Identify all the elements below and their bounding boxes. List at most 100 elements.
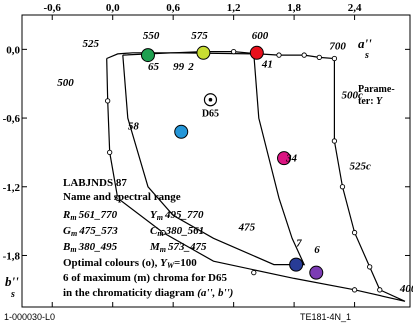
- y-tick-label-1: -0,6: [3, 113, 21, 125]
- white-point-d65: D65: [202, 93, 219, 120]
- optimal-point-1: [230, 48, 237, 55]
- wavelength-label-6: 500c: [341, 90, 363, 102]
- wavelength-label-7: 525c: [350, 161, 372, 173]
- parameter-prefix: ter:: [358, 96, 376, 107]
- legend-c-sub: m: [157, 229, 163, 238]
- legend-r-sub: m: [70, 213, 76, 222]
- x-tick-label-3: 1,2: [227, 2, 241, 14]
- legend-c-value: 380_561: [165, 225, 205, 237]
- legend-r-range: Rm 561_770: [62, 209, 118, 222]
- y-tick-label-2: -1,2: [3, 182, 21, 194]
- wavelength-label-17: 6: [314, 244, 320, 256]
- x-tick-label-4: 1,8: [287, 2, 301, 14]
- legend-m-symbol: M: [149, 241, 161, 253]
- legend-c-range: Cm 380_561: [150, 225, 204, 238]
- max-chroma-point-m: [309, 265, 324, 280]
- maximum-chroma-points: [140, 45, 324, 280]
- y-axis-label: b'': [5, 274, 19, 289]
- legend-g-symbol: G: [63, 225, 71, 237]
- legend-g-value: 475_573: [78, 225, 118, 237]
- wavelength-label-13: 2: [187, 61, 194, 73]
- footer-left: 1-000030-L0: [4, 312, 55, 322]
- legend-optimal: Optimal colours (o), YW=100: [63, 257, 197, 270]
- wavelength-label-9: 400: [399, 283, 413, 295]
- legend-optimal-y: Y: [160, 257, 168, 269]
- x-tick-labels: -0,6 0,0 0,6 1,2 1,8 2,4: [44, 2, 362, 14]
- legend-maximum: 6 of maximum (m) chroma for D65: [63, 272, 227, 284]
- legend-diagram: in the chromaticity diagram (a'', b''): [63, 287, 233, 299]
- legend-title: LABJNDS 87: [63, 177, 127, 189]
- optimal-point-9: [367, 264, 373, 270]
- optimal-point-5: [331, 55, 338, 62]
- x-axis-label-sub: s: [364, 50, 369, 61]
- legend-y-symbol: Y: [150, 209, 158, 221]
- optimal-point-2: [276, 52, 282, 58]
- legend-block: LABJNDS 87 Name and spectral range Rm 561…: [62, 177, 233, 299]
- legend-y-range: Ym 495_770: [150, 209, 204, 222]
- wavelength-label-5: 500: [57, 77, 74, 89]
- footer-right: TE181-4N_1: [300, 312, 351, 322]
- legend-optimal-prefix: Optimal colours (o),: [63, 257, 160, 269]
- wavelength-label-16: 7: [296, 237, 302, 249]
- x-tick-label-2: 0,6: [166, 2, 180, 14]
- max-chroma-point-c: [174, 124, 189, 139]
- legend-b-value: 380_495: [78, 241, 118, 253]
- legend-diagram-coords: (a'', b''): [197, 287, 233, 299]
- x-tick-label-0: -0,6: [44, 2, 62, 14]
- legend-y-sub: m: [157, 213, 163, 222]
- max-chroma-point-r: [249, 45, 264, 60]
- legend-y-value: 495_770: [164, 209, 204, 221]
- legend-m-range: Mm 573_475: [149, 241, 207, 254]
- plot-frame: [21, 14, 411, 308]
- maximum-chroma-curve: [122, 52, 306, 266]
- wavelength-label-12: 99: [173, 61, 185, 73]
- optimal-point-8: [351, 229, 358, 236]
- legend-b-sub: m: [70, 245, 76, 254]
- wavelength-label-0: 525: [82, 38, 99, 50]
- y-tick-labels: 0,0 -0,6 -1,2 -1,8: [3, 44, 21, 262]
- optimal-point-4: [316, 54, 322, 61]
- optimal-point-14: [115, 195, 121, 201]
- optimal-point-12: [251, 269, 257, 276]
- y-tick-label-3: -1,8: [3, 250, 21, 262]
- legend-r-symbol: R: [62, 209, 70, 221]
- legend-c-symbol: C: [150, 225, 158, 237]
- legend-diagram-prefix: in the chromaticity diagram: [63, 287, 197, 299]
- wavelength-label-1: 550: [143, 30, 160, 42]
- parameter-symbol: Y: [376, 96, 383, 107]
- wavelength-label-4: 700: [329, 40, 346, 52]
- max-chroma-point-g: [140, 48, 155, 63]
- max-chroma-point-y: [196, 45, 211, 60]
- white-point-label: D65: [202, 109, 219, 120]
- wavelength-label-2: 575: [191, 30, 208, 42]
- legend-optimal-suffix: =100: [174, 257, 197, 269]
- optimal-point-16: [105, 98, 111, 104]
- y-tick-label-0: 0,0: [6, 44, 20, 56]
- optimal-point-7: [339, 184, 346, 190]
- wavelength-label-14: 58: [128, 121, 139, 133]
- legend-m-value: 573_475: [168, 241, 207, 253]
- wavelength-label-3: 600: [252, 30, 269, 42]
- wavelength-label-15: 34: [285, 153, 298, 165]
- legend-r-value: 561_770: [79, 209, 118, 221]
- legend-subtitle: Name and spectral range: [63, 191, 181, 203]
- optimal-point-15: [107, 149, 113, 156]
- max-chroma-point-p: [277, 151, 292, 166]
- wavelength-labels: 525 550 575 600 700 500 500c 525c 475 400 41 65 992 5…: [57, 30, 413, 295]
- max-chroma-point-b: [289, 257, 304, 272]
- parameter-label-line1: Parame-: [358, 84, 395, 95]
- white-point-dot: [208, 97, 213, 102]
- x-tick-label-1: 0,0: [106, 2, 120, 14]
- x-axis-label: a'': [358, 36, 372, 51]
- legend-b-symbol: B: [62, 241, 70, 253]
- wavelength-label-11: 65: [148, 61, 160, 73]
- parameter-label-line2: ter: Y: [358, 96, 383, 107]
- legend-b-range: Bm 380_495: [62, 241, 118, 254]
- legend-g-sub: m: [71, 229, 77, 238]
- optimal-point-6: [331, 138, 338, 144]
- x-tick-label-5: 2,4: [348, 2, 362, 14]
- tick-marks: [22, 15, 410, 307]
- optimal-point-3: [301, 52, 307, 58]
- wavelength-label-8: 475: [238, 221, 256, 233]
- optimal-point-11: [351, 287, 358, 293]
